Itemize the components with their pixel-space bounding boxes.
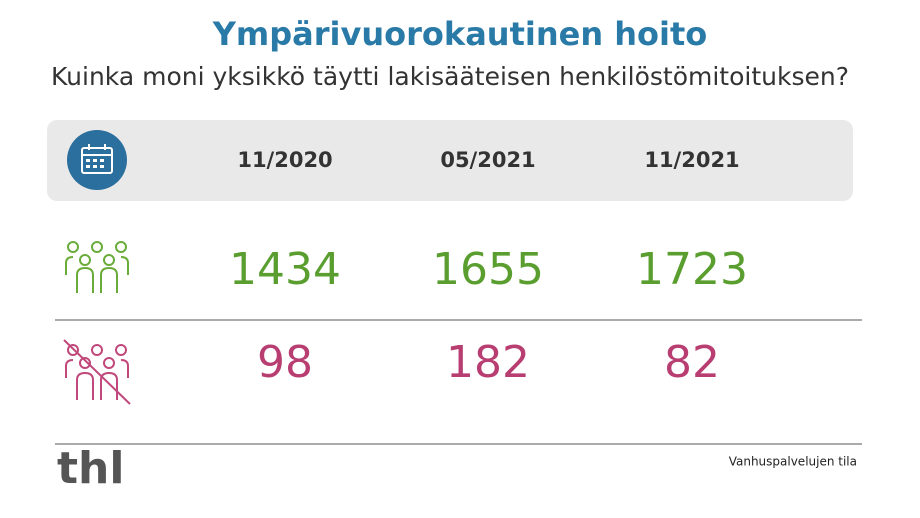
column-header: 11/2020	[237, 148, 332, 172]
cell-value: 182	[446, 337, 530, 388]
column-header: 05/2021	[440, 148, 535, 172]
logo: thl	[57, 443, 124, 494]
column-header: 11/2021	[644, 148, 739, 172]
source: Vanhuspalvelujen tila	[729, 455, 857, 469]
no-staff-icon	[63, 339, 131, 405]
subtitle: Kuinka moni yksikkö täytti lakisääteisen…	[51, 62, 849, 91]
cell-value: 1723	[636, 244, 748, 295]
cell-value: 1434	[229, 244, 341, 295]
calendar-icon	[67, 130, 127, 190]
header-band	[47, 120, 853, 201]
cell-value: 82	[664, 337, 720, 388]
cell-value: 1655	[432, 244, 544, 295]
title: Ympärivuorokautinen hoito	[212, 15, 708, 53]
staff-icon	[65, 241, 129, 293]
cell-value: 98	[257, 337, 313, 388]
